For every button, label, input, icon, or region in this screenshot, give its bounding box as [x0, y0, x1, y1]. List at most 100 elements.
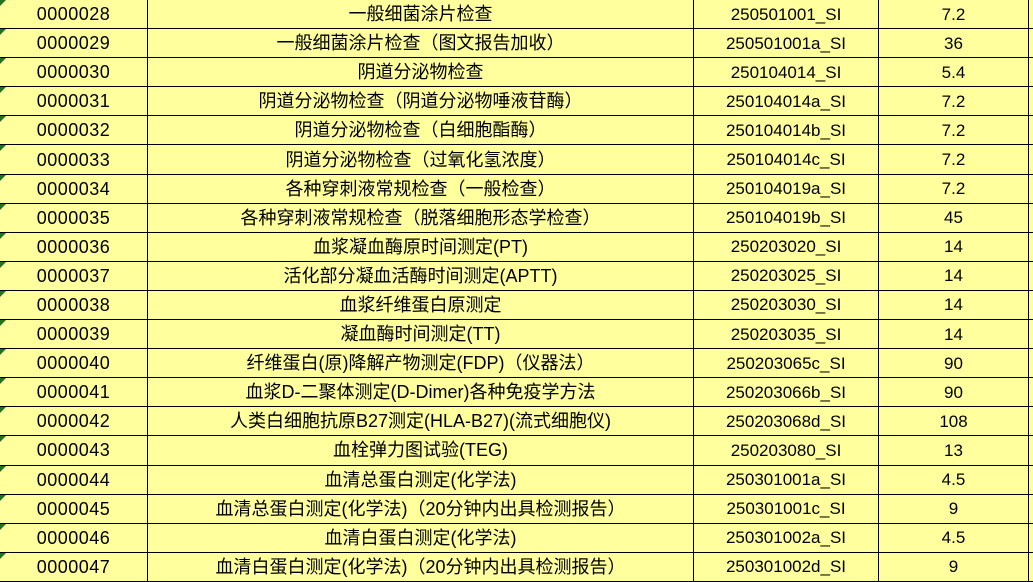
grid-edge-sliver [1029, 349, 1033, 379]
test-name-cell[interactable]: 凝血酶时间测定(TT) [148, 320, 694, 350]
price-cell[interactable]: 7.2 [879, 87, 1029, 117]
test-name-cell[interactable]: 血清总蛋白测定(化学法) [148, 465, 694, 495]
price-cell[interactable]: 90 [879, 349, 1029, 379]
price-cell[interactable]: 90 [879, 378, 1029, 408]
row-id-cell[interactable]: 0000032 [0, 116, 148, 146]
charge-code-cell[interactable]: 250203080_SI [694, 436, 879, 466]
charge-code-cell-text: 250301002d_SI [725, 557, 847, 577]
row-id-cell[interactable]: 0000035 [0, 203, 148, 233]
price-cell[interactable]: 14 [879, 320, 1029, 350]
charge-code-cell[interactable]: 250203035_SI [694, 320, 879, 350]
price-cell[interactable]: 14 [879, 232, 1029, 262]
price-cell[interactable]: 108 [879, 407, 1029, 437]
row-id-cell[interactable]: 0000047 [0, 552, 148, 582]
test-name-cell[interactable]: 阴道分泌物检查 [148, 58, 694, 88]
test-name-cell[interactable]: 人类白细胞抗原B27测定(HLA-B27)(流式细胞仪) [148, 407, 694, 437]
row-id-cell[interactable]: 0000044 [0, 465, 148, 495]
row-id-cell[interactable]: 0000030 [0, 58, 148, 88]
charge-code-cell[interactable]: 250203066b_SI [694, 378, 879, 408]
row-id-cell[interactable]: 0000028 [0, 0, 148, 30]
charge-code-cell[interactable]: 250301002d_SI [694, 552, 879, 582]
charge-code-cell[interactable]: 250203020_SI [694, 232, 879, 262]
price-cell[interactable]: 13 [879, 436, 1029, 466]
test-name-cell[interactable]: 血清总蛋白测定(化学法)（20分钟内出具检测报告） [148, 494, 694, 524]
row-id-cell[interactable]: 0000033 [0, 145, 148, 175]
test-name-cell[interactable]: 纤维蛋白(原)降解产物测定(FDP)（仪器法） [148, 349, 694, 379]
grid-edge-sliver [1029, 233, 1033, 262]
row-id-cell[interactable]: 0000045 [0, 494, 148, 524]
row-id-cell[interactable]: 0000034 [0, 174, 148, 204]
charge-code-cell-text: 250104019b_SI [725, 208, 847, 228]
test-name-cell[interactable]: 阴道分泌物检查（阴道分泌物唾液苷酶） [148, 87, 694, 117]
price-cell[interactable]: 4.5 [879, 523, 1029, 553]
price-cell-text: 4.5 [941, 528, 966, 548]
row-id-cell-text: 0000030 [36, 62, 111, 83]
price-cell[interactable]: 7.2 [879, 116, 1029, 146]
test-name-cell[interactable]: 各种穿刺液常规检查（一般检查） [148, 174, 694, 204]
charge-code-cell[interactable]: 250501001_SI [694, 0, 879, 30]
test-name-cell-text: 阴道分泌物检查 [357, 62, 484, 83]
test-name-cell[interactable]: 活化部分凝血活酶时间测定(APTT) [148, 261, 694, 291]
price-cell[interactable]: 7.2 [879, 174, 1029, 204]
price-cell[interactable]: 14 [879, 290, 1029, 321]
test-name-cell[interactable]: 一般细菌涂片检查（图文报告加收） [148, 29, 694, 59]
charge-code-cell[interactable]: 250104014a_SI [694, 87, 879, 117]
charge-code-cell[interactable]: 250203025_SI [694, 261, 879, 291]
price-cell[interactable]: 7.2 [879, 145, 1029, 175]
test-name-cell[interactable]: 阴道分泌物检查（白细胞酯酶） [148, 116, 694, 146]
test-name-cell[interactable]: 血浆凝血酶原时间测定(PT) [148, 232, 694, 262]
error-indicator-icon [0, 349, 6, 356]
row-id-cell[interactable]: 0000038 [0, 290, 148, 321]
test-name-cell[interactable]: 血浆纤维蛋白原测定 [148, 290, 694, 321]
charge-code-cell[interactable]: 250203030_SI [694, 290, 879, 321]
charge-code-cell[interactable]: 250104014b_SI [694, 116, 879, 146]
row-id-cell[interactable]: 0000043 [0, 436, 148, 466]
row-id-cell[interactable]: 0000029 [0, 29, 148, 59]
price-cell[interactable]: 14 [879, 261, 1029, 291]
price-cell[interactable]: 7.2 [879, 0, 1029, 30]
test-name-cell-text: 阴道分泌物检查（阴道分泌物唾液苷酶） [258, 91, 583, 112]
charge-code-cell[interactable]: 250301001a_SI [694, 465, 879, 495]
charge-code-cell-text: 250104014_SI [730, 62, 842, 82]
test-name-cell[interactable]: 血清白蛋白测定(化学法)（20分钟内出具检测报告） [148, 552, 694, 582]
price-cell[interactable]: 9 [879, 552, 1029, 582]
charge-code-cell[interactable]: 250104019b_SI [694, 203, 879, 233]
row-id-cell[interactable]: 0000042 [0, 407, 148, 437]
price-cell-text: 14 [944, 237, 963, 257]
test-name-cell[interactable]: 一般细菌涂片检查 [148, 0, 694, 30]
row-id-cell[interactable]: 0000046 [0, 523, 148, 553]
row-id-cell[interactable]: 0000031 [0, 87, 148, 117]
row-id-cell-text: 0000037 [36, 265, 111, 286]
charge-code-cell-text: 250203030_SI [730, 295, 842, 315]
price-cell[interactable]: 36 [879, 29, 1029, 59]
test-name-cell-text: 一般细菌涂片检查 [348, 4, 493, 25]
test-name-cell[interactable]: 阴道分泌物检查（过氧化氢浓度） [148, 145, 694, 175]
test-name-cell-text: 血清总蛋白测定(化学法) [324, 469, 517, 490]
charge-code-cell[interactable]: 250104014_SI [694, 58, 879, 88]
row-id-cell-text: 0000038 [36, 294, 111, 315]
charge-code-cell[interactable]: 250301002a_SI [694, 523, 879, 553]
charge-code-cell[interactable]: 250501001a_SI [694, 29, 879, 59]
price-cell[interactable]: 9 [879, 494, 1029, 524]
test-name-cell[interactable]: 各种穿刺液常规检查（脱落细胞形态学检查） [148, 203, 694, 233]
price-cell[interactable]: 4.5 [879, 465, 1029, 495]
test-name-cell[interactable]: 血栓弹力图试验(TEG) [148, 436, 694, 466]
error-indicator-icon [0, 116, 6, 123]
error-indicator-icon [0, 407, 6, 414]
charge-code-cell[interactable]: 250203068d_SI [694, 407, 879, 437]
charge-code-cell[interactable]: 250301001c_SI [694, 494, 879, 524]
test-name-cell[interactable]: 血清白蛋白测定(化学法) [148, 523, 694, 553]
row-id-cell[interactable]: 0000036 [0, 232, 148, 262]
row-id-cell[interactable]: 0000037 [0, 261, 148, 291]
test-name-cell-text: 阴道分泌物检查（过氧化氢浓度） [285, 149, 556, 170]
charge-code-cell[interactable]: 250203065c_SI [694, 349, 879, 379]
row-id-cell[interactable]: 0000039 [0, 320, 148, 350]
charge-code-cell[interactable]: 250104014c_SI [694, 145, 879, 175]
test-name-cell[interactable]: 血浆D-二聚体测定(D-Dimer)各种免疫学方法 [148, 378, 694, 408]
price-cell[interactable]: 45 [879, 203, 1029, 233]
grid-edge-sliver [1029, 466, 1033, 495]
row-id-cell[interactable]: 0000040 [0, 349, 148, 379]
price-cell[interactable]: 5.4 [879, 58, 1029, 88]
charge-code-cell[interactable]: 250104019a_SI [694, 174, 879, 204]
row-id-cell[interactable]: 0000041 [0, 378, 148, 408]
